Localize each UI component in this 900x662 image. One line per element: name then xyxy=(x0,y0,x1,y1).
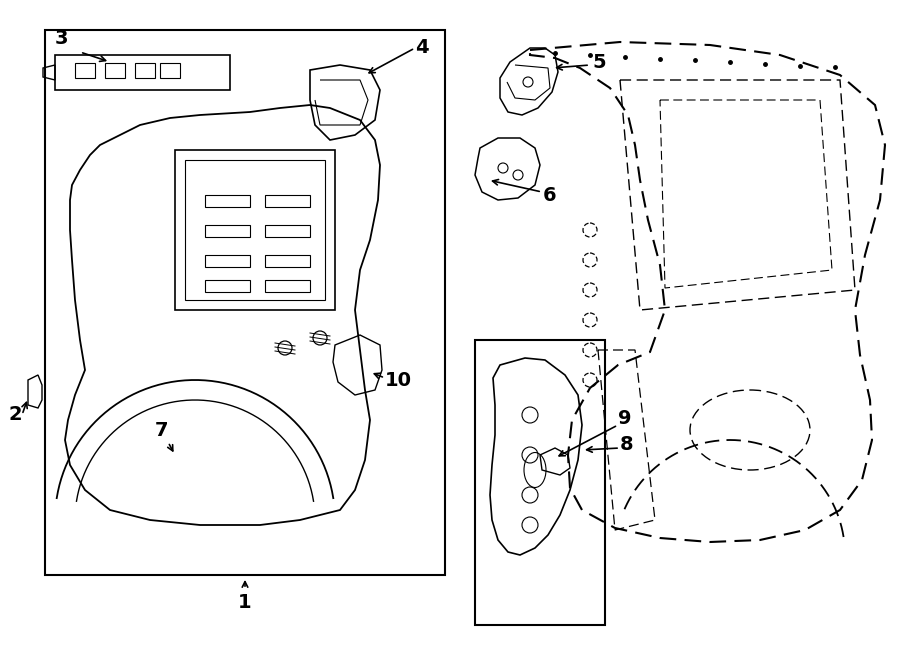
Bar xyxy=(265,255,310,267)
Bar xyxy=(205,225,250,237)
Bar xyxy=(475,340,605,625)
Text: 9: 9 xyxy=(618,408,632,428)
Bar xyxy=(205,255,250,267)
Bar xyxy=(265,225,310,237)
Bar xyxy=(265,195,310,207)
Bar xyxy=(55,55,230,90)
Bar xyxy=(45,30,445,575)
Bar xyxy=(205,195,250,207)
Text: 8: 8 xyxy=(620,436,634,455)
Text: 7: 7 xyxy=(155,420,168,440)
Text: 6: 6 xyxy=(543,185,556,205)
Text: 4: 4 xyxy=(415,38,428,57)
Text: 5: 5 xyxy=(592,52,606,71)
Bar xyxy=(265,280,310,292)
Text: 3: 3 xyxy=(55,29,68,48)
Bar xyxy=(105,63,125,78)
Bar xyxy=(160,63,180,78)
Bar xyxy=(135,63,155,78)
Text: 10: 10 xyxy=(385,371,412,389)
Text: 1: 1 xyxy=(238,593,252,612)
Text: 2: 2 xyxy=(8,406,22,424)
Bar xyxy=(205,280,250,292)
Bar xyxy=(75,63,95,78)
